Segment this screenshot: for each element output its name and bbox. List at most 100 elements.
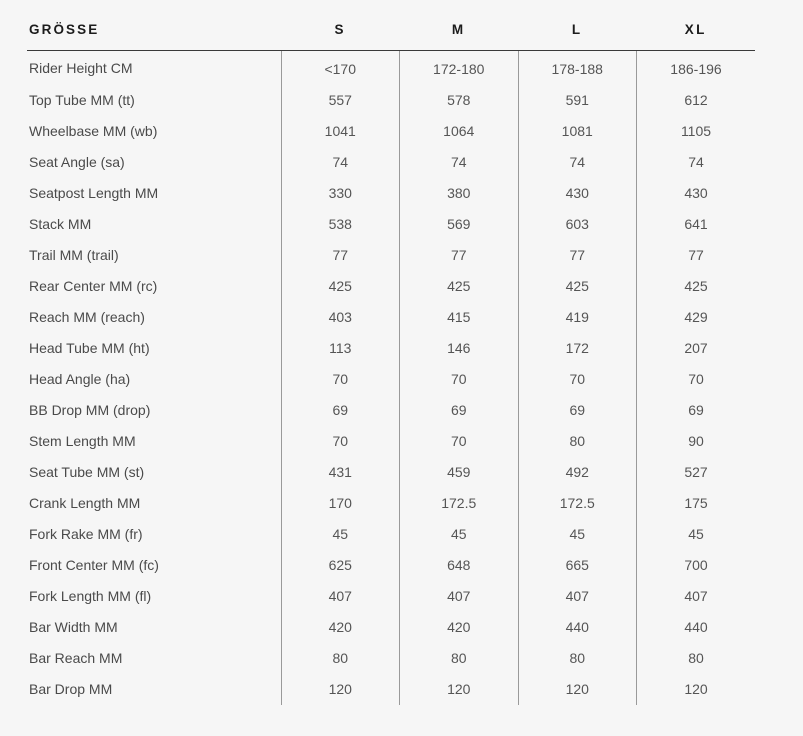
row-label: Rider Height CM [29, 59, 133, 76]
cell-value: 557 [280, 85, 400, 116]
row-label: Top Tube MM (tt) [29, 92, 135, 108]
cell-value: 70 [399, 426, 518, 457]
cell-value: 425 [399, 271, 518, 302]
cell-value: 74 [280, 147, 400, 178]
cell-value: 648 [399, 550, 518, 581]
cell-value: 45 [636, 519, 755, 550]
row-label: Stem Length MM [29, 433, 136, 449]
cell-value: 538 [280, 209, 400, 240]
row-label: Reach MM (reach) [29, 309, 145, 325]
cell-value: 74 [399, 147, 518, 178]
row-label: Seat Tube MM (st) [29, 464, 145, 480]
cell-value: 172 [517, 333, 637, 364]
table-row: Bar Width MM 420 420 440 440 [27, 612, 755, 643]
header-row: GRÖSSE S M L XL [27, 22, 755, 51]
cell-value: 45 [399, 519, 518, 550]
cell-value: 492 [517, 457, 637, 488]
cell-value: 70 [399, 364, 518, 395]
cell-value: 69 [517, 395, 637, 426]
cell-value: 70 [517, 364, 637, 395]
cell-value: <170 [280, 50, 400, 85]
cell-value: 1041 [280, 116, 400, 147]
column-header-l: L [518, 22, 637, 51]
cell-value: 430 [636, 178, 755, 209]
cell-value: 425 [280, 271, 400, 302]
cell-value: 407 [399, 581, 518, 612]
row-label: Front Center MM (fc) [29, 557, 159, 573]
cell-value: 77 [399, 240, 518, 271]
cell-value: 1064 [399, 116, 518, 147]
cell-value: 120 [636, 674, 755, 705]
row-label: Fork Rake MM (fr) [29, 526, 143, 542]
table-row: Seatpost Length MM 330 380 430 430 [27, 178, 755, 209]
cell-value: 70 [636, 364, 755, 395]
cell-value: 172-180 [399, 50, 518, 85]
cell-value: 120 [280, 674, 400, 705]
column-header-s: S [281, 22, 400, 51]
row-label: Bar Width MM [29, 619, 118, 635]
cell-value: 70 [280, 364, 400, 395]
table-header: GRÖSSE S M L XL [27, 22, 755, 51]
table-row: Bar Drop MM 120 120 120 120 [27, 674, 755, 705]
cell-value: 625 [280, 550, 400, 581]
cell-value: 407 [517, 581, 637, 612]
row-label: Crank Length MM [29, 495, 141, 511]
cell-value: 172.5 [517, 488, 637, 519]
cell-value: 69 [636, 395, 755, 426]
table-row: Rider Height CM <170 172-180 178-188 186-196 [27, 50, 755, 85]
cell-value: 700 [636, 550, 755, 581]
cell-value: 330 [280, 178, 400, 209]
cell-value: 420 [399, 612, 518, 643]
geometry-table: GRÖSSE S M L XL Rider Height CM <170 172-1… [27, 22, 755, 705]
cell-value: 80 [280, 643, 400, 674]
table-row: Stem Length MM 70 70 80 90 [27, 426, 755, 457]
cell-value: 419 [517, 302, 637, 333]
table-row: BB Drop MM (drop) 69 69 69 69 [27, 395, 755, 426]
column-header-xl: XL [636, 22, 755, 51]
column-header-label: GRÖSSE [27, 22, 281, 51]
cell-value: 175 [636, 488, 755, 519]
cell-value: 45 [280, 519, 400, 550]
table-row: Seat Angle (sa) 74 74 74 74 [27, 147, 755, 178]
cell-value: 430 [517, 178, 637, 209]
cell-value: 69 [280, 395, 400, 426]
table-row: Trail MM (trail) 77 77 77 77 [27, 240, 755, 271]
cell-value: 80 [636, 643, 755, 674]
table-row: Rear Center MM (rc) 425 425 425 425 [27, 271, 755, 302]
row-label: Fork Length MM (fl) [29, 588, 152, 604]
cell-value: 429 [636, 302, 755, 333]
cell-value: 440 [517, 612, 637, 643]
table-row: Fork Length MM (fl) 407 407 407 407 [27, 581, 755, 612]
cell-value: 178-188 [517, 50, 637, 85]
table-row: Head Tube MM (ht) 113 146 172 207 [27, 333, 755, 364]
cell-value: 80 [517, 426, 637, 457]
cell-value: 77 [280, 240, 400, 271]
table-row: Bar Reach MM 80 80 80 80 [27, 643, 755, 674]
cell-value: 90 [636, 426, 755, 457]
row-label: Seatpost Length MM [29, 185, 159, 201]
cell-value: 186-196 [636, 50, 755, 85]
cell-value: 603 [517, 209, 637, 240]
table-row: Top Tube MM (tt) 557 578 591 612 [27, 85, 755, 116]
cell-value: 45 [517, 519, 637, 550]
table-body: Rider Height CM <170 172-180 178-188 186-196… [27, 50, 755, 705]
cell-value: 146 [399, 333, 518, 364]
cell-value: 527 [636, 457, 755, 488]
row-label: Rear Center MM (rc) [29, 278, 158, 294]
cell-value: 591 [517, 85, 637, 116]
table-row: Fork Rake MM (fr) 45 45 45 45 [27, 519, 755, 550]
cell-value: 74 [636, 147, 755, 178]
cell-value: 172.5 [399, 488, 518, 519]
row-label: Head Tube MM (ht) [29, 340, 150, 356]
row-label: Trail MM (trail) [29, 247, 119, 263]
cell-value: 612 [636, 85, 755, 116]
cell-value: 113 [280, 333, 400, 364]
cell-value: 641 [636, 209, 755, 240]
cell-value: 207 [636, 333, 755, 364]
cell-value: 74 [517, 147, 637, 178]
cell-value: 459 [399, 457, 518, 488]
table-row: Wheelbase MM (wb) 1041 1064 1081 1105 [27, 116, 755, 147]
cell-value: 77 [636, 240, 755, 271]
cell-value: 420 [280, 612, 400, 643]
